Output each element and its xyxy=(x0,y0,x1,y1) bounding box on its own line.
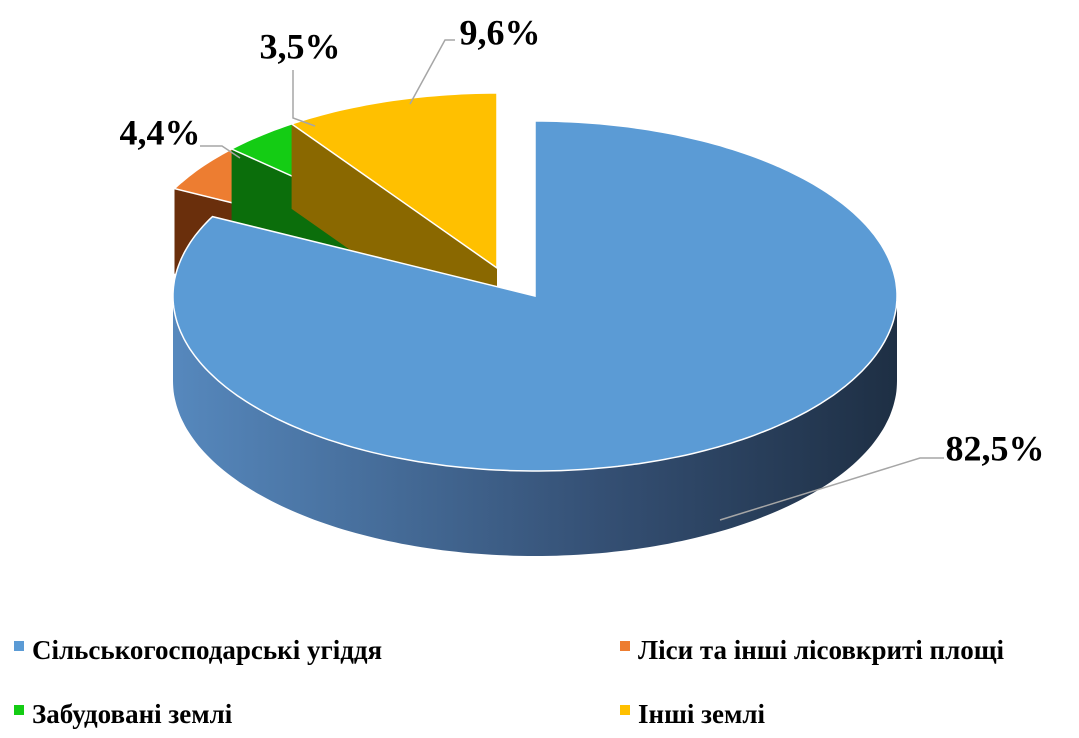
legend-swatch xyxy=(14,641,24,651)
legend-swatch xyxy=(620,641,630,651)
leader-line xyxy=(200,145,241,159)
data-label: 82,5% xyxy=(946,428,1045,468)
legend-label: Ліси та інші лісовкриті площі xyxy=(638,635,1005,665)
legend-label: Забудовані землі xyxy=(32,699,233,729)
slice-side xyxy=(173,296,897,556)
pie xyxy=(172,92,898,556)
slice xyxy=(172,120,898,556)
data-label: 9,6% xyxy=(460,12,541,52)
legend-label: Сільськогосподарські угіддя xyxy=(32,635,382,665)
labels: 82,5% 4,4% 3,5% 9,6% Сільськогосподарські уг… xyxy=(14,12,1045,729)
leader-line xyxy=(292,70,316,127)
slice-top xyxy=(289,92,498,270)
legend-swatch xyxy=(620,705,630,715)
legend-label: Інші землі xyxy=(638,699,765,729)
data-label: 3,5% xyxy=(260,26,341,66)
legend-swatch xyxy=(14,705,24,715)
leader-line xyxy=(409,39,455,105)
data-label: 4,4% xyxy=(120,112,201,152)
slice-top xyxy=(172,120,898,472)
leader-line xyxy=(719,457,944,521)
